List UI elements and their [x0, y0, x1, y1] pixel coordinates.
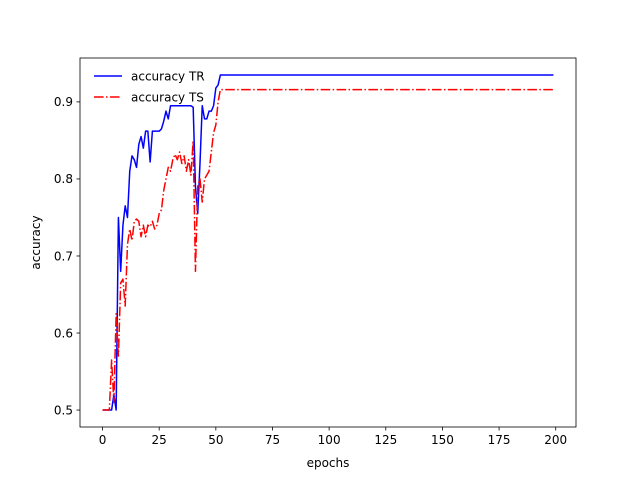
- x-tick-label: 100: [318, 433, 341, 447]
- x-tick-label: 200: [544, 433, 567, 447]
- series-layer: [102, 74, 554, 411]
- x-tick-label: 25: [152, 433, 167, 447]
- y-axis-label: accuracy: [29, 215, 43, 269]
- x-axis-label: epochs: [307, 456, 350, 470]
- legend: accuracy TR accuracy TS: [94, 69, 205, 104]
- legend-label-1: accuracy TS: [131, 90, 204, 104]
- x-tick-label: 125: [374, 433, 397, 447]
- x-tick-label: 75: [265, 433, 280, 447]
- y-tick-label: 0.5: [54, 403, 73, 417]
- ticks-layer: 0 25 50 75 100 125 150 175 200 0.5 0.6 0.7 0.8 0.9: [54, 95, 567, 447]
- x-tick-label: 0: [99, 433, 107, 447]
- series-line-1: [102, 88, 554, 411]
- legend-label-0: accuracy TR: [131, 69, 205, 83]
- y-tick-label: 0.8: [54, 172, 73, 186]
- x-tick-label: 50: [208, 433, 223, 447]
- x-tick-label: 150: [431, 433, 454, 447]
- series-line-0: [102, 74, 554, 411]
- plot-frame: [79, 57, 577, 428]
- x-tick-label: 175: [488, 433, 511, 447]
- y-tick-label: 0.7: [54, 249, 73, 263]
- y-tick-label: 0.9: [54, 95, 73, 109]
- y-tick-label: 0.6: [54, 326, 73, 340]
